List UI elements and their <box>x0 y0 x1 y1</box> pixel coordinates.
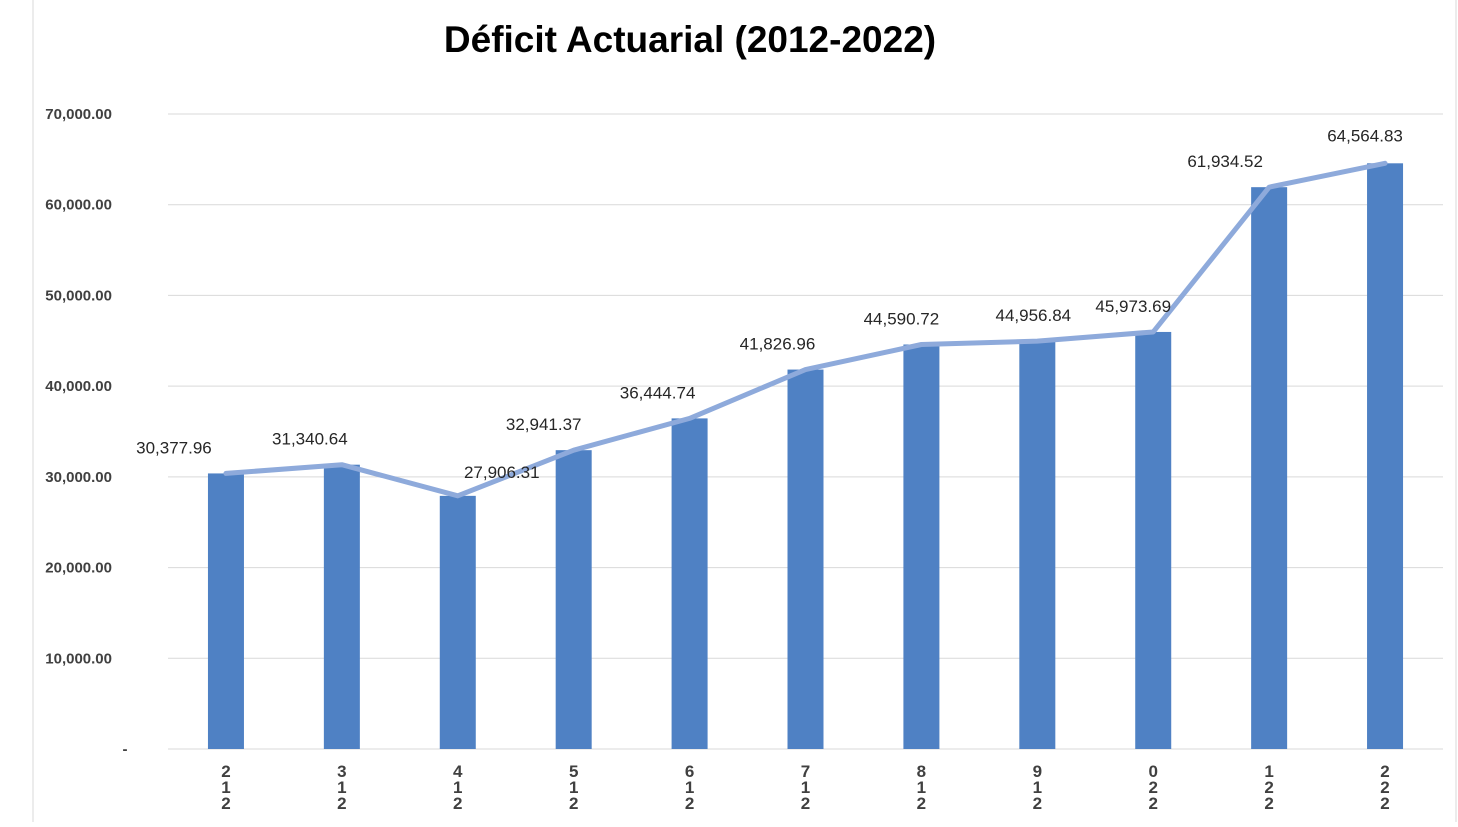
y-tick-label: - <box>123 741 128 758</box>
bar <box>903 344 940 749</box>
data-labels: 30,377.96 31,340.64 27,906.31 32,941.37 36,4… <box>136 126 1403 482</box>
y-tick-label: 60,000.00 <box>45 197 112 214</box>
data-label: 44,590.72 <box>864 309 940 328</box>
data-label: 41,826.96 <box>740 335 816 354</box>
bar <box>323 464 360 749</box>
trend-line <box>223 160 1388 499</box>
data-label: 31,340.64 <box>272 430 348 449</box>
x-axis-ticks: 2 1 2 3 1 2 4 1 2 5 1 2 6 1 2 7 1 2 8 1 2 9 1 2 0 2 2 1 2 2 2 2 2 <box>221 762 1390 813</box>
y-tick-label: 70,000.00 <box>45 106 112 123</box>
bar <box>1367 163 1404 750</box>
data-label: 45,973.69 <box>1095 297 1171 316</box>
y-tick-label: 20,000.00 <box>45 560 112 577</box>
data-label: 36,444.74 <box>620 383 696 402</box>
y-tick-label: 40,000.00 <box>45 378 112 395</box>
y-axis-ticks: - 10,000.00 20,000.00 30,000.00 40,000.00 50,… <box>45 106 127 758</box>
y-tick-label: 50,000.00 <box>45 287 112 304</box>
y-tick-label: 30,000.00 <box>45 469 112 486</box>
y-tick-label: 10,000.00 <box>45 650 112 667</box>
bar <box>671 418 708 749</box>
bar <box>439 495 476 749</box>
data-label: 61,934.52 <box>1187 152 1263 171</box>
data-label: 32,941.37 <box>506 415 582 434</box>
data-label: 30,377.96 <box>136 438 212 457</box>
trend-line-group <box>223 160 1388 499</box>
bar <box>1019 341 1056 749</box>
data-label: 27,906.31 <box>464 463 540 482</box>
bar <box>1251 187 1288 750</box>
bar <box>1135 331 1172 749</box>
bar <box>787 369 824 749</box>
data-label: 64,564.83 <box>1327 126 1403 145</box>
bars <box>207 163 1404 750</box>
bar <box>207 473 244 749</box>
data-label: 44,956.84 <box>995 306 1071 325</box>
bar <box>555 450 592 749</box>
chart-title: Déficit Actuarial (2012-2022) <box>444 19 936 60</box>
